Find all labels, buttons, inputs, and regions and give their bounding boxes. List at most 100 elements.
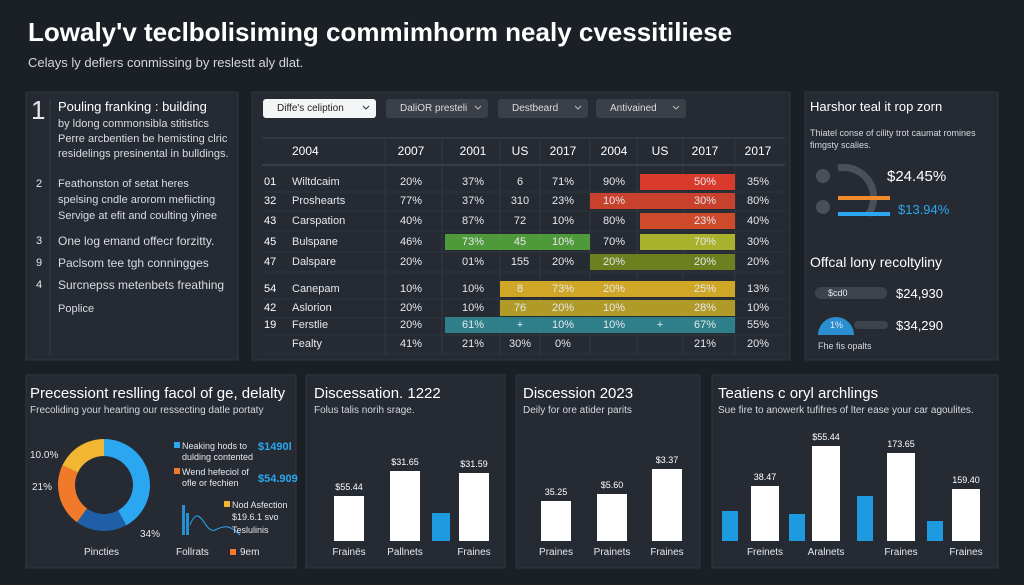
cell-highlight xyxy=(590,193,735,209)
bar xyxy=(652,469,682,541)
column-header: 2004 xyxy=(600,144,628,158)
donut-label: Pincties xyxy=(84,547,120,558)
donut-segment xyxy=(104,439,151,526)
cell: 40% xyxy=(399,215,423,227)
column-header: 2017 xyxy=(744,144,772,158)
panel xyxy=(804,91,999,361)
item-tag: 1% xyxy=(830,320,844,330)
item-text: by ldong commonsibla stitistics xyxy=(58,118,210,130)
cell: 77% xyxy=(399,195,423,207)
cell: 23% xyxy=(693,215,717,227)
cell: 61% xyxy=(461,319,485,331)
cell: 30% xyxy=(508,338,532,350)
legend-text: ofle or fechien xyxy=(182,478,239,488)
row-label: Bulspane xyxy=(292,236,338,248)
legend-value: $1490l xyxy=(258,441,292,453)
bar xyxy=(751,486,779,541)
cell: 80% xyxy=(602,215,626,227)
bar-annotation: 38.47 xyxy=(753,472,777,482)
dropdown-label[interactable]: DaliOR presteli xyxy=(400,103,468,114)
dropdown[interactable] xyxy=(386,99,488,118)
pill xyxy=(815,287,887,299)
x-label: Fraines xyxy=(457,547,491,558)
cell: 55% xyxy=(746,319,770,331)
column-header: 2007 xyxy=(397,144,425,158)
cell: 30% xyxy=(746,236,770,248)
cell: 20% xyxy=(399,256,423,268)
x-label: Pallnets xyxy=(387,547,423,558)
footer-label: Follrats xyxy=(176,547,209,558)
cell: 10% xyxy=(602,302,626,314)
cell: 87% xyxy=(461,215,485,227)
cell: 35% xyxy=(746,176,770,188)
cell: 0% xyxy=(555,338,571,350)
bar-annotation: $55.44 xyxy=(335,482,363,492)
dropdown-label[interactable]: Antivained xyxy=(610,103,657,114)
item-number: 2 xyxy=(36,178,43,190)
row-id: 45 xyxy=(264,236,277,248)
cell: 155 xyxy=(510,256,530,268)
row-label: Dalspare xyxy=(292,256,337,268)
cell-highlight xyxy=(640,234,735,250)
bar xyxy=(459,473,489,541)
cell-highlight xyxy=(590,254,735,270)
gauge-arc xyxy=(837,163,878,218)
sparkline xyxy=(189,515,241,536)
cell: 21% xyxy=(461,338,485,350)
legend-text: Nod Asfection xyxy=(232,500,288,510)
dropdown-label[interactable]: Destbeard xyxy=(512,103,559,114)
x-label: Frainës xyxy=(332,547,366,558)
footer-label: 9em xyxy=(240,547,260,558)
row-id: 54 xyxy=(264,283,277,295)
item-number: 4 xyxy=(36,279,43,291)
legend-swatch xyxy=(174,468,180,474)
item-value: $34,290 xyxy=(896,318,943,333)
column-header: 2017 xyxy=(549,144,577,158)
legend-text: $19.6.1 svo xyxy=(232,512,279,522)
gauge-bar xyxy=(838,212,890,216)
widget-note: Fhe fis opalts xyxy=(818,341,872,351)
cell: 13% xyxy=(746,283,770,295)
column-header: US xyxy=(651,144,669,158)
dropdown-arrow xyxy=(474,105,482,110)
cell: 10% xyxy=(461,302,485,314)
dropdown[interactable] xyxy=(498,99,588,118)
item-text: One log emand offecr forzitty. xyxy=(58,234,215,248)
legend-text: Neaking hods to xyxy=(182,441,248,451)
item-value: $24,930 xyxy=(896,286,943,301)
cell: 10% xyxy=(399,283,423,295)
cell: 70% xyxy=(602,236,626,248)
cell: 20% xyxy=(602,283,626,295)
widget-text: Thiatel conse of cility trot caumat romi… xyxy=(810,128,976,138)
item-number: 3 xyxy=(36,235,43,247)
bar xyxy=(887,453,915,541)
dropdown[interactable] xyxy=(596,99,686,118)
cell: 20% xyxy=(399,176,423,188)
dropdown[interactable] xyxy=(263,99,376,118)
panel xyxy=(25,91,239,361)
x-label: Aralnets xyxy=(807,547,845,558)
icon xyxy=(816,169,830,183)
widget-value: $13.94% xyxy=(898,202,950,217)
card-title: Precessiont reslling facol of ge, delalt… xyxy=(30,385,286,402)
dropdown-arrow xyxy=(672,105,680,110)
bar-annotation: 35.25 xyxy=(544,487,568,497)
row-id: 47 xyxy=(264,256,277,268)
cell: 23% xyxy=(551,195,575,207)
pill xyxy=(854,321,888,329)
donut-label: 34% xyxy=(140,529,161,540)
bar-annotation: $55.44 xyxy=(812,432,840,442)
row-label: Ferstlie xyxy=(292,319,329,331)
cell: 10% xyxy=(551,215,575,227)
dropdown-label[interactable]: Diffe's celiption xyxy=(277,103,344,114)
cell: 50% xyxy=(693,176,717,188)
bar xyxy=(812,446,840,541)
mini-bar xyxy=(182,505,185,535)
bar xyxy=(952,489,980,541)
cell: 01% xyxy=(461,256,485,268)
cell: 90% xyxy=(602,176,626,188)
cell: + xyxy=(656,319,664,331)
cell: 20% xyxy=(746,256,770,268)
cell: 20% xyxy=(551,256,575,268)
bar xyxy=(390,471,420,541)
